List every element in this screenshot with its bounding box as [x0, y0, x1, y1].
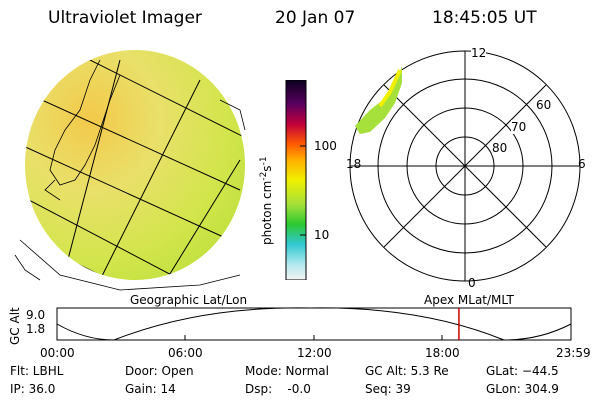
lat-70-label: 70	[511, 120, 527, 134]
altitude-timeline	[56, 307, 572, 341]
polar-plot	[349, 50, 581, 282]
time-tick-4: 23:59	[556, 346, 591, 360]
uv-disk-image	[14, 50, 246, 291]
gain-value: Gain: 14	[125, 382, 176, 396]
time-tick-3: 18:00	[425, 346, 460, 360]
seq-value: Seq: 39	[365, 382, 411, 396]
time-tick-1: 06:00	[168, 346, 203, 360]
lat-60-label: 60	[536, 98, 552, 112]
time-tick-2: 12:00	[297, 346, 332, 360]
y-tick-low: 1.8	[26, 322, 46, 336]
earth-disk	[25, 50, 245, 280]
altitude-curve	[56, 307, 572, 341]
glon-value: GLon: 304.9	[486, 382, 559, 396]
colorbar-tick-100: 100	[314, 139, 337, 153]
mlt-18-label: 18	[346, 157, 362, 171]
filter-value: Flt: LBHL	[10, 364, 64, 378]
y-tick-high: 9.0	[26, 308, 46, 322]
colorbar	[285, 80, 307, 280]
gc-alt-axis-label: GC Alt	[8, 307, 22, 345]
auroral-oval	[355, 66, 402, 134]
dsp-value: Dsp: -0.0	[245, 382, 311, 396]
app-title: Ultraviolet Imager	[48, 8, 202, 28]
mlt-0-label: 0	[468, 276, 476, 290]
geographic-caption: Geographic Lat/Lon	[130, 293, 248, 307]
mlt-6-label: 6	[578, 157, 586, 171]
mode-value: Mode: Normal	[245, 364, 329, 378]
ip-value: IP: 36.0	[10, 382, 56, 396]
lat-80-label: 80	[492, 141, 508, 155]
date-label: 20 Jan 07	[275, 8, 356, 28]
colorbar-unit-label: photon cm-2s-1	[259, 156, 274, 245]
time-tick-0: 00:00	[40, 346, 75, 360]
colorbar-tick-10: 10	[314, 228, 330, 242]
time-label: 18:45:05 UT	[432, 8, 537, 28]
door-value: Door: Open	[125, 364, 194, 378]
mlt-12-label: 12	[471, 46, 487, 60]
apex-caption: Apex MLat/MLT	[424, 293, 514, 307]
glat-value: GLat: −44.5	[486, 364, 559, 378]
gc-alt-value: GC Alt: 5.3 Re	[365, 364, 449, 378]
